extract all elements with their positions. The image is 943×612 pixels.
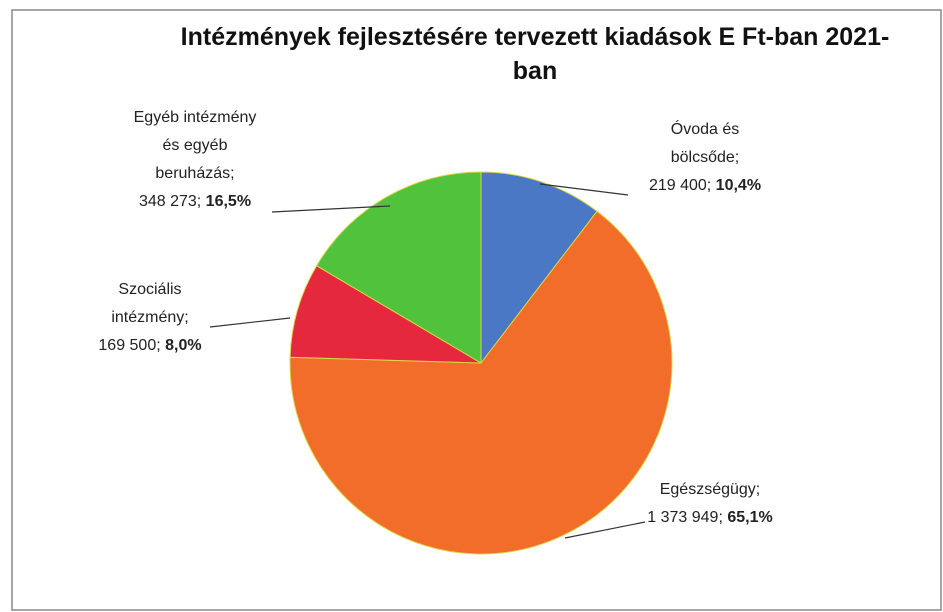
pie-slice [480, 171, 598, 365]
value-label: 1 373 949; [647, 509, 723, 526]
percent-label: 65,1% [727, 509, 773, 526]
pie-slice [289, 210, 673, 555]
percent-label: 10,4% [715, 177, 762, 194]
frame [11, 9, 942, 611]
slice-label: Egyéb intézmény és egyéb beruházás; 348 … [110, 104, 280, 216]
leader-line [539, 183, 629, 196]
value-label: 219 400; [648, 177, 712, 194]
leader-line [271, 205, 391, 213]
leader-line [564, 521, 646, 539]
pie-slice [315, 171, 482, 364]
value-label: 169 500; [98, 337, 161, 354]
percent-label: 16,5% [205, 193, 252, 210]
pie-slice [289, 265, 482, 364]
category-label: Szociális intézmény; [111, 281, 189, 326]
category-label: Óvoda és bölcsőde; [670, 121, 740, 166]
percent-label: 8,0% [165, 337, 202, 354]
slice-label: Egészségügy; 1 373 949; 65,1% [620, 476, 800, 532]
leader-line [209, 317, 291, 328]
value-label: 348 273; [138, 193, 202, 210]
category-label: Egyéb intézmény és egyéb beruházás; [133, 109, 257, 182]
slice-label: Szociális intézmény; 169 500; 8,0% [70, 276, 230, 360]
slice-label: Óvoda és bölcsőde; 219 400; 10,4% [625, 116, 785, 200]
chart-title: Intézmények fejlesztésére tervezett kiad… [180, 23, 890, 85]
category-label: Egészségügy; [659, 481, 761, 498]
